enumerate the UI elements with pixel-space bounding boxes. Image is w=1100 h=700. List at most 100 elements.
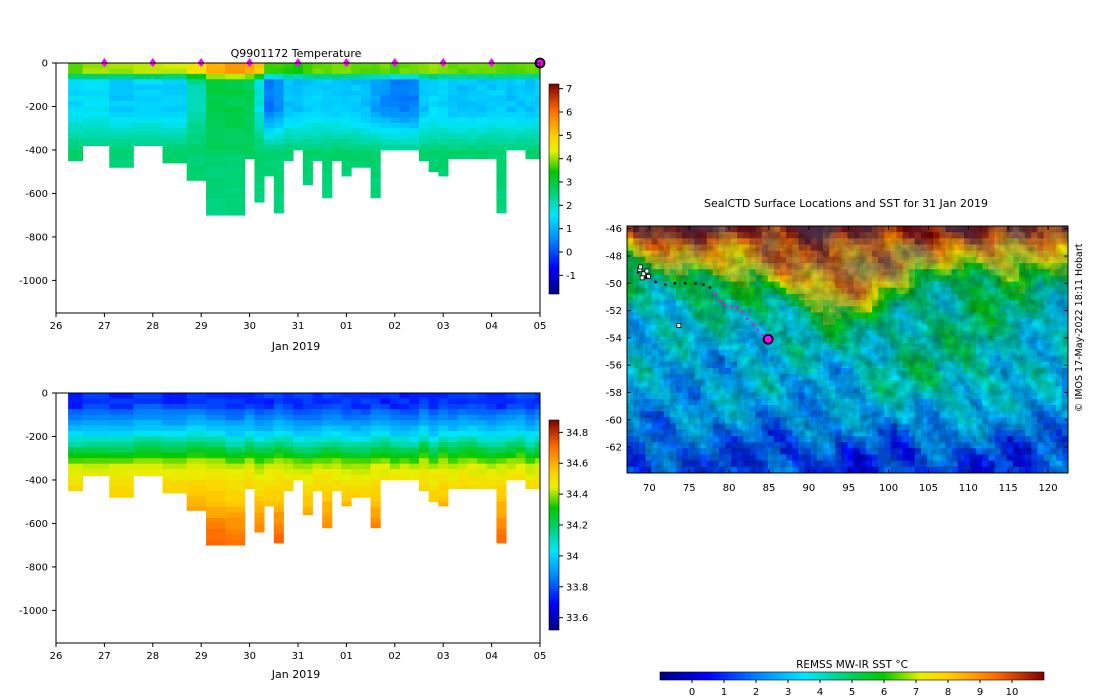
- temperature-cell: [322, 182, 333, 189]
- salinity-cell: [525, 474, 536, 481]
- temperature-cell: [409, 63, 420, 69]
- salinity-cell: [186, 420, 207, 427]
- salinity-cell: [293, 458, 304, 465]
- salinity-cell: [186, 409, 207, 416]
- salinity-cell: [225, 474, 246, 481]
- temperature-cell: [293, 79, 304, 86]
- track-point: [735, 306, 739, 310]
- salinity-cell: [399, 436, 410, 443]
- temperature-cell: [351, 111, 362, 118]
- island-mark: [646, 274, 651, 279]
- salinity-cell: [535, 452, 540, 459]
- temperature-cell: [351, 117, 362, 124]
- temperature-cell: [225, 68, 246, 75]
- temperature-cell: [82, 106, 110, 113]
- salinity-cell: [302, 452, 313, 459]
- salinity-cell: [341, 425, 352, 432]
- temperature-cell: [322, 117, 333, 124]
- salinity-cell: [82, 436, 110, 443]
- salinity-cell: [360, 431, 371, 437]
- temperature-cell: [322, 177, 333, 183]
- temperature-cell: [162, 79, 188, 86]
- temperature-cell: [486, 117, 497, 124]
- salinity-cell: [68, 441, 84, 448]
- salinity-cell: [162, 431, 188, 437]
- salinity-profile: [593, 393, 603, 489]
- salinity-cell: [496, 479, 507, 486]
- temperature-cell: [438, 144, 449, 151]
- salinity-cell: [486, 458, 497, 465]
- temperature-cell: [273, 166, 284, 173]
- salinity-cell: [535, 469, 540, 475]
- salinity-cell: [389, 403, 401, 410]
- salinity-cell: [545, 398, 555, 404]
- temperature-cell: [525, 84, 536, 91]
- salinity-cell: [506, 436, 517, 443]
- temperature-cell: [506, 144, 517, 151]
- salinity-cell: [273, 518, 284, 524]
- temperature-cell: [535, 95, 540, 102]
- salinity-x-axis: 26 27 28 29 30 31 01 02 03 04 05: [50, 643, 546, 662]
- salinity-cell: [82, 409, 110, 416]
- temperature-cell: [535, 90, 540, 97]
- temperature-cell: [535, 139, 540, 145]
- temperature-cell: [302, 79, 313, 86]
- temperature-cell: [206, 188, 226, 194]
- temperature-cell: [244, 84, 255, 91]
- salinity-cell: [322, 431, 333, 437]
- temperature-cell: [254, 79, 265, 86]
- temperature-cell: [186, 106, 207, 113]
- salinity-cell: [331, 463, 342, 470]
- temperature-cell: [162, 95, 188, 102]
- salinity-profile: [584, 393, 594, 489]
- temperature-cell: [360, 79, 371, 86]
- temperature-cell: [225, 166, 246, 173]
- map-x-tick-label: 115: [999, 483, 1018, 494]
- temperature-cell: [322, 84, 333, 91]
- salinity-cell: [496, 414, 507, 421]
- temperature-cell: [496, 166, 507, 173]
- temperature-cell: [302, 160, 313, 167]
- temperature-cell: [380, 79, 391, 86]
- salinity-cell: [438, 469, 449, 475]
- salinity-cell: [525, 479, 536, 486]
- temperature-cell: [448, 90, 459, 97]
- salinity-cell: [477, 431, 488, 437]
- temperature-cell: [380, 73, 391, 80]
- temperature-cell: [515, 63, 526, 69]
- salinity-cell: [419, 441, 430, 448]
- salinity-cell: [525, 420, 536, 427]
- salinity-cell: [428, 447, 439, 454]
- temperature-cell: [206, 209, 226, 216]
- salinity-cell: [360, 447, 371, 454]
- salinity-cell: [225, 425, 246, 432]
- temperature-cell: [293, 68, 304, 75]
- salinity-cell: [477, 393, 488, 399]
- current-position-marker: [762, 333, 774, 345]
- temperature-cell: [389, 133, 401, 140]
- salinity-cell: [360, 485, 371, 492]
- map-x-tick-label: 100: [879, 483, 898, 494]
- salinity-cell: [162, 490, 188, 494]
- salinity-cell: [331, 458, 342, 465]
- salinity-cell: [360, 479, 371, 486]
- salinity-cell: [457, 436, 468, 443]
- temperature-cell: [380, 84, 391, 91]
- track-point: [746, 317, 749, 321]
- salinity-cell: [264, 501, 275, 507]
- temperature-cell: [186, 139, 207, 145]
- temperature-cell: [496, 182, 507, 189]
- temperature-cell: [273, 155, 284, 162]
- temperature-cell: [322, 73, 333, 80]
- salinity-cell: [341, 409, 352, 416]
- salinity-cell: [254, 403, 265, 410]
- temperature-cell: [380, 133, 391, 140]
- salinity-cell: [82, 403, 110, 410]
- temperature-profile: [302, 63, 313, 186]
- salinity-cell: [515, 458, 526, 465]
- temperature-cell: [477, 128, 488, 135]
- temperature-cell: [254, 117, 265, 124]
- salinity-cell: [457, 452, 468, 459]
- temperature-cell: [564, 145, 574, 151]
- map-x-tick-label: 80: [723, 483, 736, 494]
